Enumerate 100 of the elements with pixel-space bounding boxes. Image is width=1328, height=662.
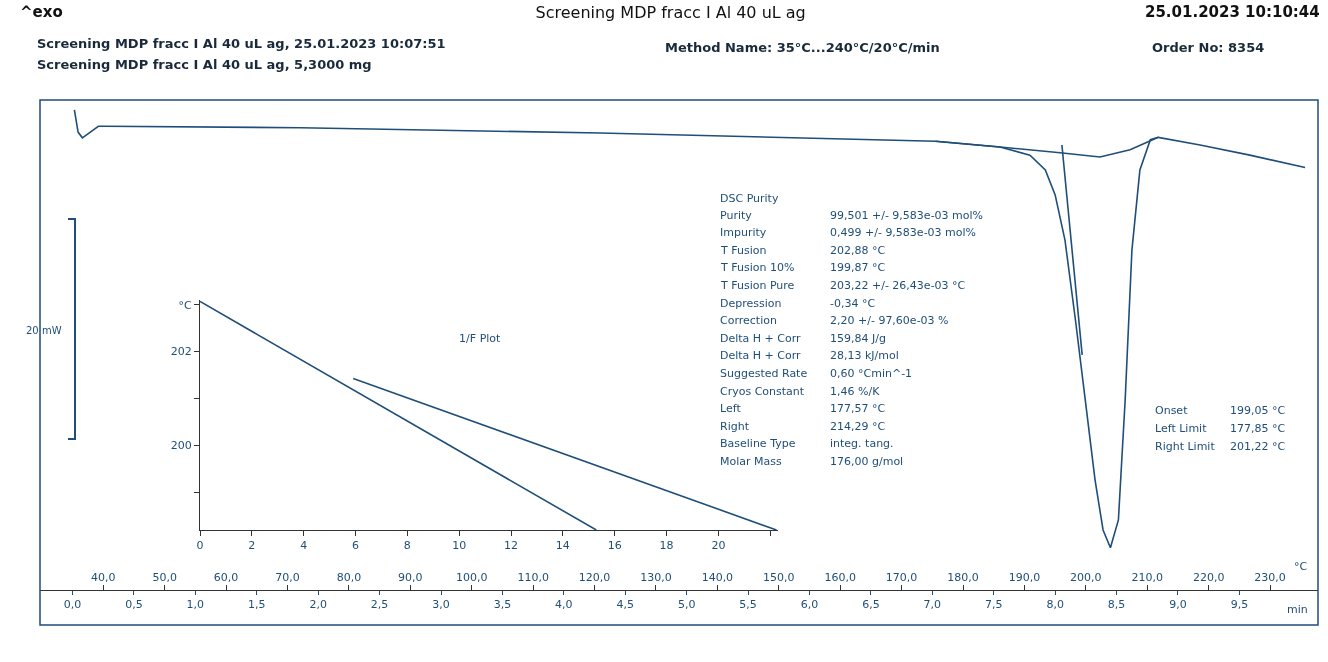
x-tick-label: 2 [248, 539, 256, 553]
x-tick-label: 60,0 [213, 570, 239, 584]
annotation: 159,84 J/g [830, 332, 886, 345]
annotation: DSC Purity [720, 192, 779, 205]
annotation: Left [720, 402, 742, 415]
annotation: Baseline Type [720, 437, 796, 450]
x-tick-label: 110,0 [517, 570, 549, 584]
x2-tick-label: 6,0 [800, 598, 819, 612]
annotation: 1,46 %/K [830, 385, 881, 398]
x-tick-label: 70,0 [275, 570, 300, 584]
x2-tick-label: 1,0 [186, 598, 205, 612]
annotation: 0,60 °Cmin^-1 [830, 367, 913, 380]
x-tick-label: 90,0 [398, 570, 423, 584]
annotation: 201,22 °C [1230, 440, 1286, 453]
text: ^exo [20, 3, 63, 21]
x2-tick-label: 0,5 [125, 598, 143, 612]
annotation: Impurity [720, 226, 767, 239]
annotation: 199,87 °C [830, 261, 886, 274]
x-tick-label: 160,0 [824, 570, 856, 584]
annotation: T Fusion 10% [720, 261, 795, 274]
x2-tick-label: 4,0 [555, 598, 573, 612]
x-tick-label: 80,0 [336, 570, 362, 584]
x-tick-label: 130,0 [640, 570, 672, 584]
x-tick-label: 8 [403, 539, 411, 553]
y-tick-label: °C [178, 298, 193, 312]
annotation: 28,13 kJ/mol [830, 349, 899, 362]
x-tick-label: 6 [352, 539, 360, 553]
x-tick-label: 14 [555, 539, 570, 553]
x-tick-label: 180,0 [947, 570, 979, 584]
x2-tick-label: 2,0 [309, 598, 327, 612]
annotation: 202,88 °C [830, 244, 886, 257]
x2-tick-label: 7,0 [923, 598, 942, 612]
x2-tick-label: 9,0 [1169, 598, 1187, 612]
annotation: Depression [720, 297, 782, 310]
x-tick-label: 12 [504, 539, 519, 553]
y-tick-label: 202 [170, 345, 192, 359]
x-tick-label: 0 [196, 539, 204, 553]
x-tick-label: 210,0 [1131, 570, 1164, 584]
x-tick-label: 100,0 [455, 570, 488, 584]
x-tick-label: 150,0 [763, 570, 795, 584]
annotation: Cryos Constant [720, 385, 805, 398]
x2-tick-label: 6,5 [862, 598, 880, 612]
text: 1/F Plot [459, 331, 502, 345]
annotation: Correction [720, 314, 777, 327]
x2-tick-label: 8,5 [1107, 598, 1126, 612]
annotation: Left Limit [1155, 422, 1208, 435]
x2-tick-label: 7,5 [984, 598, 1003, 612]
annotation: 177,85 °C [1230, 422, 1286, 435]
annotation: Molar Mass [720, 455, 782, 468]
annotation: Right Limit [1155, 440, 1216, 453]
text: 25.01.2023 10:10:44 [1145, 3, 1320, 21]
annotation: T Fusion [720, 244, 767, 257]
annotation: 176,00 g/mol [830, 455, 904, 468]
annotation: 199,05 °C [1230, 404, 1286, 417]
annotation: T Fusion Pure [720, 279, 795, 292]
x2-tick-label: 2,5 [370, 598, 389, 612]
x2-tick-label: 3,0 [432, 598, 450, 612]
text: Method Name: 35°C...240°C/20°C/min [665, 40, 940, 55]
x-tick-label: 170,0 [885, 570, 918, 584]
x-tick-label: 200,0 [1070, 570, 1102, 584]
x-tick-label: 140,0 [701, 570, 734, 584]
x2-axis-title: min [1287, 603, 1308, 616]
annotation: 99,501 +/- 9,583e-03 mol% [830, 209, 984, 222]
x2-tick-label: 4,5 [616, 598, 635, 612]
x-tick-label: 220,0 [1192, 570, 1225, 584]
annotation: 2,20 +/- 97,60e-03 % [830, 314, 949, 327]
text: Order No: 8354 [1152, 40, 1265, 55]
annotation: Suggested Rate [720, 367, 808, 380]
x-tick-label: 18 [659, 539, 674, 553]
chart-title: Screening MDP fracc I Al 40 uL ag [535, 2, 806, 22]
annotation: 177,57 °C [830, 402, 886, 415]
annotation: -0,34 °C [830, 297, 876, 310]
x2-tick-label: 8,0 [1046, 598, 1064, 612]
annotation: 203,22 +/- 26,43e-03 °C [830, 279, 966, 292]
annotation: integ. tang. [830, 437, 894, 450]
y-tick-label: 200 [170, 439, 192, 453]
x-tick-label: 50,0 [152, 570, 177, 584]
x-axis-title: °C [1294, 560, 1308, 573]
x2-tick-label: 0,0 [63, 598, 82, 612]
x-tick-label: 10 [452, 539, 467, 553]
annotation: 0,499 +/- 9,583e-03 mol% [830, 226, 977, 239]
annotation: Delta H + Corr [720, 349, 802, 362]
x2-tick-label: 9,5 [1230, 598, 1249, 612]
annotation: Delta H + Corr [720, 332, 802, 345]
annotation: 20 mW [26, 325, 62, 336]
annotation: Right [720, 420, 750, 433]
x-tick-label: 120,0 [578, 570, 611, 584]
x-tick-label: 40,0 [91, 570, 116, 584]
x-tick-label: 230,0 [1254, 570, 1286, 584]
x-tick-label: 4 [300, 539, 308, 553]
annotation: Onset [1155, 404, 1189, 417]
x-tick-label: 190,0 [1008, 570, 1041, 584]
annotation: 214,29 °C [830, 420, 886, 433]
x-tick-label: 16 [607, 539, 622, 553]
x2-tick-label: 5,5 [739, 598, 757, 612]
x2-tick-label: 1,5 [248, 598, 266, 612]
text: Screening MDP fracc I Al 40 uL ag, 5,3000 mg [37, 57, 372, 72]
x-tick-label: 20 [711, 539, 726, 553]
annotation: Purity [720, 209, 753, 222]
x2-tick-label: 5,0 [677, 598, 696, 612]
